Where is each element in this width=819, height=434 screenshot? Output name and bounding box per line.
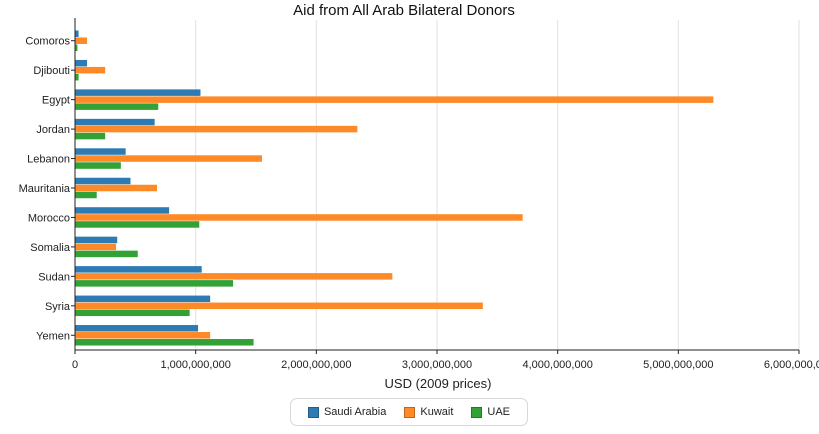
bar-yemen-uae (75, 339, 254, 346)
bar-comoros-saudi-arabia (75, 30, 79, 37)
bar-syria-kuwait (75, 302, 483, 310)
bar-comoros-kuwait (75, 37, 88, 44)
bar-morocco-uae (75, 221, 200, 228)
bar-somalia-kuwait (75, 243, 117, 251)
bar-egypt-uae (75, 103, 159, 110)
x-tick-label: 1,000,000,000 (160, 359, 230, 371)
category-label: Morocco (28, 212, 70, 224)
bar-djibouti-saudi-arabia (75, 59, 88, 67)
x-tick-label: 6,000,000,000 (764, 359, 819, 371)
category-label: Syria (45, 301, 71, 313)
bar-djibouti-uae (75, 73, 79, 81)
bar-sudan-uae (75, 280, 234, 287)
bar-somalia-uae (75, 250, 138, 258)
bar-egypt-saudi-arabia (75, 89, 201, 96)
bar-morocco-kuwait (75, 214, 523, 221)
bar-lebanon-kuwait (75, 155, 263, 162)
x-axis-title: USD (2009 prices) (385, 376, 492, 391)
bar-jordan-saudi-arabia (75, 118, 155, 126)
legend-swatch (404, 406, 416, 418)
grid-lines (195, 20, 800, 350)
bar-jordan-uae (75, 132, 106, 140)
legend-label: Kuwait (420, 406, 454, 418)
bars (75, 30, 714, 346)
legend-swatch (307, 406, 319, 418)
bar-lebanon-uae (75, 162, 121, 169)
bar-jordan-kuwait (75, 125, 358, 133)
category-label: Comoros (25, 36, 70, 48)
axes: 0 1,000,000,000 2,000,000,000 3,000,000,000… (19, 18, 819, 371)
bar-egypt-kuwait (75, 96, 714, 103)
category-label: Somalia (30, 242, 71, 254)
category-label: Mauritania (19, 183, 71, 195)
bar-mauritania-uae (75, 191, 97, 199)
bar-somalia-saudi-arabia (75, 236, 118, 244)
bar-mauritania-kuwait (75, 184, 158, 192)
category-label: Djibouti (33, 65, 70, 77)
bar-mauritania-saudi-arabia (75, 177, 131, 185)
bar-sudan-kuwait (75, 273, 393, 280)
bar-comoros-uae (75, 44, 78, 51)
legend-item[interactable]: UAE (471, 406, 510, 418)
bar-sudan-saudi-arabia (75, 266, 202, 273)
legend-item[interactable]: Kuwait (404, 406, 453, 418)
x-tick-label: 0 (72, 359, 78, 371)
x-tick-label: 4,000,000,000 (522, 359, 592, 371)
legend-item[interactable]: Saudi Arabia (307, 406, 387, 418)
bar-yemen-kuwait (75, 332, 211, 339)
category-label: Egypt (42, 95, 70, 107)
x-tick-label: 5,000,000,000 (643, 359, 713, 371)
bar-djibouti-kuwait (75, 66, 106, 74)
chart-title: Aid from All Arab Bilateral Donors (293, 2, 515, 19)
bar-syria-saudi-arabia (75, 295, 211, 303)
bar-morocco-saudi-arabia (75, 207, 170, 214)
category-label: Yemen (36, 330, 70, 342)
category-label: Sudan (38, 271, 70, 283)
bar-syria-uae (75, 309, 190, 317)
legend-swatch (471, 406, 483, 418)
category-label: Lebanon (27, 154, 70, 166)
x-tick-label: 2,000,000,000 (281, 359, 351, 371)
category-label: Jordan (36, 124, 70, 136)
bar-yemen-saudi-arabia (75, 325, 199, 332)
legend-label: Saudi Arabia (323, 406, 387, 418)
bar-lebanon-saudi-arabia (75, 148, 126, 155)
legend: Saudi Arabia Kuwait UAE (290, 398, 528, 426)
x-tick-label: 3,000,000,000 (402, 359, 472, 371)
legend-label: UAE (487, 406, 511, 418)
